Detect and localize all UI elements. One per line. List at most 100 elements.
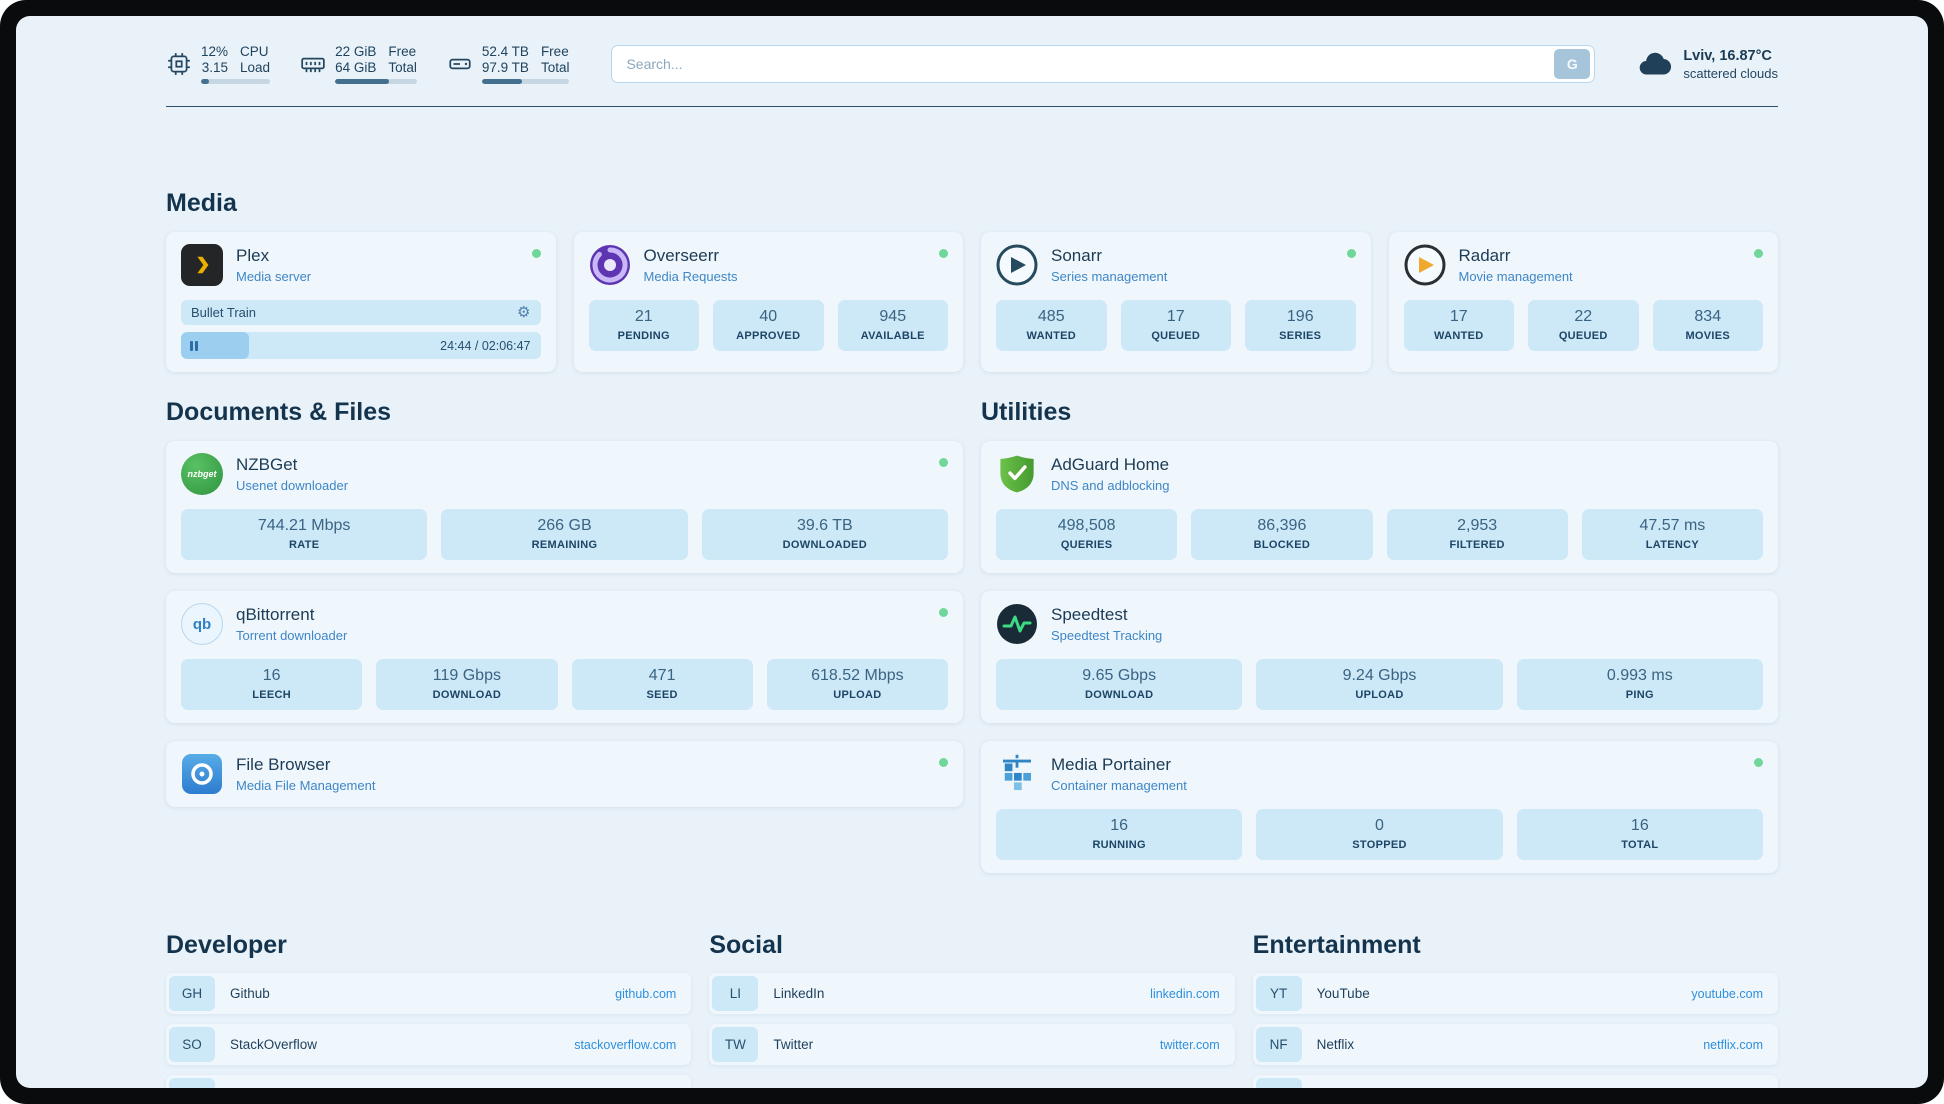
service-card-overseerr[interactable]: Overseerr Media Requests 21 PENDING 40 A…	[573, 232, 963, 372]
bookmark-linkedin[interactable]: LI LinkedIn linkedin.com	[709, 973, 1235, 1014]
bookmark-netflix[interactable]: NF Netflix netflix.com	[1252, 1024, 1778, 1065]
service-card-radarr[interactable]: Radarr Movie management 17 WANTED 22 QUE…	[1388, 232, 1778, 372]
status-dot	[939, 608, 948, 617]
service-card-plex[interactable]: Plex Media server Bullet Train ⚙ 24:44 /…	[166, 232, 556, 372]
service-card-speedtest[interactable]: Speedtest Speedtest Tracking 9.65 Gbps D…	[981, 591, 1778, 723]
weather-location: Lviv, 16.87°C	[1683, 47, 1772, 64]
stat-box: 744.21 Mbps RATE	[181, 509, 428, 560]
service-subtitle: Media Requests	[643, 269, 738, 284]
service-card-qbittorrent[interactable]: qb qBittorrent Torrent downloader 16 LEE…	[166, 591, 963, 723]
gear-icon[interactable]: ⚙	[517, 304, 531, 321]
bookmark-abbr: NF	[1255, 1027, 1302, 1062]
service-name: Media Portainer	[1051, 755, 1172, 774]
weather-condition: scattered clouds	[1683, 65, 1778, 81]
bookmark-url: stackoverflow.com	[574, 1037, 677, 1052]
stat-box: 834 MOVIES	[1652, 300, 1763, 351]
service-name: AdGuard Home	[1051, 455, 1170, 474]
search-bar: G	[611, 45, 1596, 83]
resource-widgets: 12% CPU 3.15 Load 22 GiB Free 64	[166, 44, 570, 84]
bookmark-stackoverflow[interactable]: SO StackOverflow stackoverflow.com	[166, 1024, 692, 1065]
service-card-sonarr[interactable]: Sonarr Series management 485 WANTED 17 Q…	[981, 232, 1371, 372]
disk-widget: 52.4 TB Free 97.9 TB Total	[447, 44, 570, 84]
service-card-filebrowser[interactable]: File Browser Media File Management	[166, 741, 963, 807]
service-subtitle: Container management	[1051, 778, 1187, 793]
bookmark-url: twitter.com	[1159, 1037, 1220, 1052]
bookmark-reddit[interactable]: RE Reddit reddit.com	[1252, 1075, 1778, 1088]
cpu-usage-label: CPU	[240, 44, 269, 59]
disk-total-label: Total	[540, 60, 570, 75]
service-subtitle: Media File Management	[236, 778, 376, 793]
stat-box: 119 Gbps DOWNLOAD	[376, 659, 558, 710]
bookmark-name: YouTube	[1316, 986, 1370, 1001]
cpu-widget: 12% CPU 3.15 Load	[166, 44, 271, 84]
bookmark-abbr: YT	[1255, 976, 1302, 1011]
bookmark-abbr: SO	[169, 1027, 215, 1062]
stat-box: 498,508 QUERIES	[996, 509, 1178, 560]
memory-total-value: 64 GiB	[335, 60, 377, 75]
service-name: Radarr	[1458, 246, 1511, 265]
memory-total-label: Total	[388, 60, 417, 75]
service-card-adguard[interactable]: AdGuard Home DNS and adblocking 498,508 …	[981, 441, 1778, 573]
service-name: qBittorrent	[236, 605, 315, 624]
service-name: File Browser	[236, 755, 331, 774]
status-dot	[531, 249, 541, 258]
stat-box: 618.52 Mbps UPLOAD	[766, 659, 948, 710]
bookmark-github[interactable]: GH Github github.com	[166, 973, 692, 1014]
section-title-entertainment: Entertainment	[1252, 931, 1421, 959]
stat-box: 196 SERIES	[1245, 300, 1356, 351]
weather-widget[interactable]: Lviv, 16.87°C scattered clouds	[1637, 46, 1778, 82]
service-subtitle: Speedtest Tracking	[1051, 628, 1163, 643]
radarr-icon	[1404, 244, 1446, 286]
stat-box: 16 TOTAL	[1516, 809, 1763, 860]
bookmark-abbr: DT	[169, 1078, 215, 1088]
cpu-usage-value: 12%	[201, 44, 229, 59]
service-subtitle: DNS and adblocking	[1051, 478, 1170, 493]
stat-box: 17 QUEUED	[1120, 300, 1231, 351]
bookmark-youtube[interactable]: YT YouTube youtube.com	[1252, 973, 1778, 1014]
topbar-divider	[166, 106, 1778, 107]
stat-box: 9.24 Gbps UPLOAD	[1256, 659, 1503, 710]
stat-box: 0.993 ms PING	[1516, 659, 1763, 710]
bookmark-url: netflix.com	[1703, 1037, 1763, 1052]
status-dot	[939, 458, 948, 467]
bookmark-abbr: TW	[712, 1027, 759, 1062]
cloud-icon	[1637, 46, 1673, 82]
service-name: Speedtest	[1051, 605, 1128, 624]
bookmark-url: youtube.com	[1691, 986, 1763, 1001]
section-title-social: Social	[709, 931, 783, 959]
disk-total-value: 97.9 TB	[481, 60, 529, 75]
bookmark-dev[interactable]: DT DEV dev.to	[166, 1075, 692, 1088]
top-bar: 12% CPU 3.15 Load 22 GiB Free 64	[166, 44, 1778, 84]
sonarr-icon	[996, 244, 1038, 286]
search-provider-button[interactable]: G	[1554, 49, 1591, 79]
filebrowser-icon	[181, 753, 223, 795]
stat-box: 0 STOPPED	[1256, 809, 1503, 860]
overseerr-icon	[589, 244, 631, 286]
search-input[interactable]	[626, 56, 1555, 72]
service-card-nzbget[interactable]: nzbget NZBGet Usenet downloader 744.21 M…	[166, 441, 963, 573]
service-subtitle: Media server	[236, 269, 312, 284]
status-dot	[939, 758, 948, 767]
stat-box: 2,953 FILTERED	[1386, 509, 1568, 560]
cpu-load-value: 3.15	[201, 60, 229, 75]
disk-progress-bar	[481, 79, 570, 84]
bookmark-name: Netflix	[1316, 1037, 1355, 1052]
nzbget-icon: nzbget	[181, 453, 223, 495]
bookmark-twitter[interactable]: TW Twitter twitter.com	[709, 1024, 1235, 1065]
bookmark-name: StackOverflow	[230, 1037, 318, 1052]
adguard-icon	[996, 453, 1038, 495]
service-name: NZBGet	[236, 455, 298, 474]
bookmark-abbr: LI	[712, 976, 759, 1011]
service-card-portainer[interactable]: Media Portainer Container management 16 …	[981, 741, 1778, 873]
bookmark-abbr: RE	[1255, 1078, 1302, 1088]
disk-icon	[447, 51, 473, 77]
bookmarks-developer: Developer GH Github github.com SO StackO…	[166, 931, 692, 1088]
stat-box: 47.57 ms LATENCY	[1581, 509, 1763, 560]
stat-box: 471 SEED	[571, 659, 753, 710]
service-name: Overseerr	[643, 246, 720, 265]
memory-free-label: Free	[388, 44, 417, 59]
pause-icon[interactable]	[190, 340, 198, 351]
playback-time: 24:44 / 02:06:47	[440, 338, 531, 353]
service-subtitle: Torrent downloader	[236, 628, 348, 643]
